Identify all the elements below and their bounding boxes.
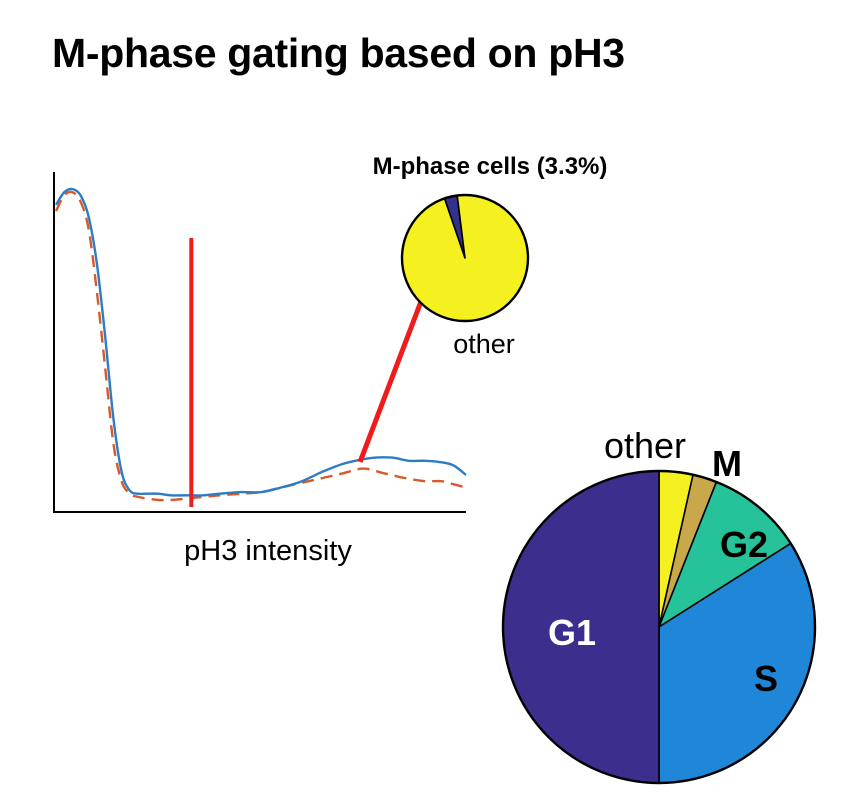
inset-pie-outline <box>400 193 530 323</box>
histogram-dashed-series <box>54 190 467 502</box>
histogram-series-group <box>54 187 467 502</box>
cell-cycle-pie-chart: other M G2 S G1 <box>501 425 817 785</box>
inset-pie-title: M-phase cells (3.3%) <box>373 153 608 180</box>
pie-label-other: other <box>604 425 686 466</box>
pie-label-g2: G2 <box>720 524 768 565</box>
inset-pie-label-other: other <box>453 329 515 359</box>
pie-label-g1: G1 <box>548 612 596 653</box>
cell-cycle-pie-slices <box>501 469 817 785</box>
x-axis-label: pH3 intensity <box>184 535 352 567</box>
histogram-chart: pH3 intensity <box>53 172 467 567</box>
pie-label-m: M <box>712 443 742 484</box>
inset-pie-slices <box>400 193 530 323</box>
histogram-solid-series <box>54 187 467 497</box>
inset-pie-chart: M-phase cells (3.3%) other <box>373 153 608 359</box>
page-title: M-phase gating based on pH3 <box>52 30 625 76</box>
big-pie-outline <box>501 469 817 785</box>
pie-label-s: S <box>754 658 778 699</box>
